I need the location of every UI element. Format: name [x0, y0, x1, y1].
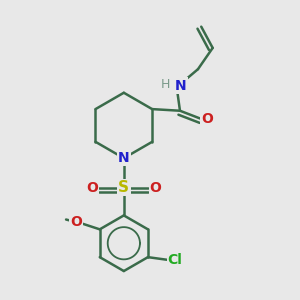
Text: N: N: [175, 79, 186, 92]
Text: S: S: [118, 180, 129, 195]
Text: O: O: [201, 112, 213, 126]
Text: O: O: [150, 181, 161, 195]
Text: H: H: [161, 78, 171, 91]
Text: O: O: [86, 181, 98, 195]
Text: N: N: [118, 151, 130, 165]
Text: Cl: Cl: [168, 253, 182, 267]
Text: O: O: [70, 215, 82, 230]
